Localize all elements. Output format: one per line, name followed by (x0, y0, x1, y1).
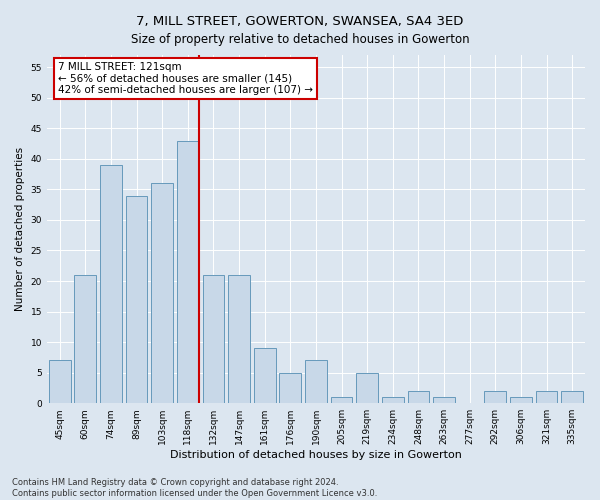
Bar (74, 275, 96, 403)
Bar (126, 196, 148, 403)
Bar (561, 391, 583, 403)
Text: Size of property relative to detached houses in Gowerton: Size of property relative to detached ho… (131, 32, 469, 46)
Bar (177, 140, 199, 403)
Bar (382, 397, 404, 403)
Bar (510, 397, 532, 403)
Bar (254, 348, 275, 403)
Bar (433, 397, 455, 403)
Text: 7, MILL STREET, GOWERTON, SWANSEA, SA4 3ED: 7, MILL STREET, GOWERTON, SWANSEA, SA4 3… (136, 15, 464, 28)
Bar (280, 372, 301, 403)
Bar (305, 360, 327, 403)
X-axis label: Distribution of detached houses by size in Gowerton: Distribution of detached houses by size … (170, 450, 462, 460)
Text: Contains HM Land Registry data © Crown copyright and database right 2024.
Contai: Contains HM Land Registry data © Crown c… (12, 478, 377, 498)
Bar (49, 360, 71, 403)
Bar (536, 391, 557, 403)
Bar (356, 372, 378, 403)
Bar (484, 391, 506, 403)
Bar (228, 275, 250, 403)
Bar (100, 165, 122, 403)
Bar (407, 391, 430, 403)
Bar (331, 397, 352, 403)
Bar (151, 184, 173, 403)
Text: 7 MILL STREET: 121sqm
← 56% of detached houses are smaller (145)
42% of semi-det: 7 MILL STREET: 121sqm ← 56% of detached … (58, 62, 313, 95)
Y-axis label: Number of detached properties: Number of detached properties (15, 147, 25, 311)
Bar (203, 275, 224, 403)
